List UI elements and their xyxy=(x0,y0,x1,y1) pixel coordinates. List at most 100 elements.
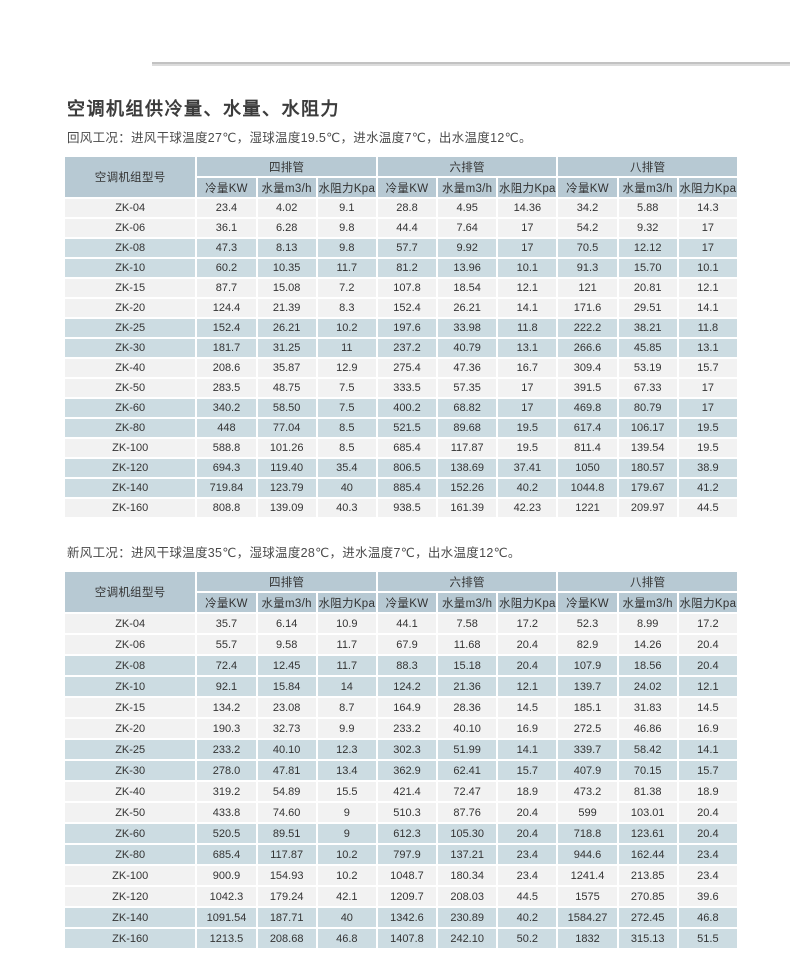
measure-header: 冷量KW xyxy=(377,593,437,612)
value-cell: 44.5 xyxy=(498,887,557,906)
value-cell: 119.40 xyxy=(257,459,316,477)
value-cell: 4.02 xyxy=(257,199,316,217)
value-cell: 9.9 xyxy=(317,719,376,738)
value-cell: 101.26 xyxy=(257,439,316,457)
measure-header: 水量m3/h xyxy=(618,178,677,197)
table-row: ZK-15 134.2 23.08 8.7 164.9 28.36 14.5 185.1 31.… xyxy=(65,698,737,717)
table-row: ZK-30 181.7 31.25 11 237.2 40.79 13.1 266.6 45.8… xyxy=(65,339,737,357)
table-row: ZK-60 520.5 89.51 9 612.3 105.30 20.4 718.8 123.… xyxy=(65,824,737,843)
measure-header: 水量m3/h xyxy=(257,593,316,612)
model-cell: ZK-15 xyxy=(65,698,196,717)
value-cell: 10.2 xyxy=(317,866,376,885)
value-cell: 7.5 xyxy=(317,399,376,417)
value-cell: 340.2 xyxy=(197,399,256,417)
value-cell: 48.75 xyxy=(257,379,316,397)
value-cell: 89.51 xyxy=(257,824,316,843)
value-cell: 17.2 xyxy=(678,614,737,633)
value-cell: 53.19 xyxy=(618,359,677,377)
table-row: ZK-80 685.4 117.87 10.2 797.9 137.21 23.4 944.6… xyxy=(65,845,737,864)
value-cell: 46.8 xyxy=(317,929,376,948)
value-cell: 13.4 xyxy=(317,761,376,780)
value-cell: 161.39 xyxy=(438,499,497,517)
value-cell: 17 xyxy=(498,239,557,257)
table-row: ZK-120 1042.3 179.24 42.1 1209.7 208.03 44.5 15… xyxy=(65,887,737,906)
value-cell: 50.2 xyxy=(498,929,557,948)
value-cell: 44.5 xyxy=(678,499,737,517)
value-cell: 162.44 xyxy=(618,845,677,864)
value-cell: 60.2 xyxy=(197,259,256,277)
table-row: ZK-40 208.6 35.87 12.9 275.4 47.36 16.7 309.4 53… xyxy=(65,359,737,377)
value-cell: 12.1 xyxy=(678,677,737,696)
return-air-section: 回风工况：进风干球温度27℃，湿球温度19.5℃，进水温度7℃，出水温度12℃。… xyxy=(65,130,741,519)
value-cell: 208.6 xyxy=(197,359,256,377)
value-cell: 139.54 xyxy=(618,439,677,457)
value-cell: 1584.27 xyxy=(558,908,617,927)
model-cell: ZK-40 xyxy=(65,359,196,377)
model-cell: ZK-08 xyxy=(65,656,196,675)
value-cell: 117.87 xyxy=(257,845,316,864)
table-row: ZK-04 23.4 4.02 9.1 28.8 4.95 14.36 34.2 5.88 14.… xyxy=(65,199,737,217)
table-row: ZK-10 60.2 10.35 11.7 81.2 13.96 10.1 91.3 15.70… xyxy=(65,259,737,277)
model-cell: ZK-120 xyxy=(65,459,196,477)
value-cell: 47.81 xyxy=(257,761,316,780)
value-cell: 1241.4 xyxy=(558,866,617,885)
table-row: ZK-08 72.4 12.45 11.7 88.3 15.18 20.4 107.9 18.5… xyxy=(65,656,737,675)
value-cell: 407.9 xyxy=(558,761,617,780)
value-cell: 16.7 xyxy=(498,359,557,377)
value-cell: 31.83 xyxy=(618,698,677,717)
value-cell: 9.32 xyxy=(618,219,677,237)
value-cell: 23.4 xyxy=(678,845,737,864)
fresh-air-section: 新风工况：进风干球温度35℃，湿球温度28℃，进水温度7℃，出水温度12℃。 空… xyxy=(65,545,741,950)
value-cell: 8.7 xyxy=(317,698,376,717)
value-cell: 400.2 xyxy=(377,399,437,417)
model-cell: ZK-80 xyxy=(65,419,196,437)
table-row: ZK-08 47.3 8.13 9.8 57.7 9.92 17 70.5 12.12 17 xyxy=(65,239,737,257)
value-cell: 190.3 xyxy=(197,719,256,738)
value-cell: 39.6 xyxy=(678,887,737,906)
value-cell: 6.28 xyxy=(257,219,316,237)
value-cell: 520.5 xyxy=(197,824,256,843)
measure-header: 冷量KW xyxy=(197,593,256,612)
model-cell: ZK-40 xyxy=(65,782,196,801)
value-cell: 40.10 xyxy=(257,740,316,759)
value-cell: 19.5 xyxy=(678,419,737,437)
value-cell: 35.4 xyxy=(317,459,376,477)
value-cell: 70.15 xyxy=(618,761,677,780)
value-cell: 1209.7 xyxy=(377,887,437,906)
value-cell: 20.4 xyxy=(678,635,737,654)
model-cell: ZK-08 xyxy=(65,239,196,257)
value-cell: 448 xyxy=(197,419,256,437)
value-cell: 51.99 xyxy=(438,740,497,759)
value-cell: 14.5 xyxy=(498,698,557,717)
measure-header: 冷量KW xyxy=(558,178,617,197)
value-cell: 9.8 xyxy=(317,239,376,257)
value-cell: 1342.6 xyxy=(377,908,437,927)
value-cell: 33.98 xyxy=(438,319,497,337)
value-cell: 37.41 xyxy=(498,459,557,477)
value-cell: 17 xyxy=(498,399,557,417)
value-cell: 8.99 xyxy=(618,614,677,633)
value-cell: 14.1 xyxy=(498,299,557,317)
model-column-header: 空调机组型号 xyxy=(65,157,196,197)
group-header: 四排管 xyxy=(197,157,376,176)
model-cell: ZK-140 xyxy=(65,908,196,927)
value-cell: 938.5 xyxy=(377,499,437,517)
measure-header: 冷量KW xyxy=(377,178,437,197)
value-cell: 42.23 xyxy=(498,499,557,517)
value-cell: 10.2 xyxy=(317,845,376,864)
value-cell: 124.2 xyxy=(377,677,437,696)
value-cell: 17 xyxy=(498,379,557,397)
value-cell: 74.60 xyxy=(257,803,316,822)
model-cell: ZK-10 xyxy=(65,677,196,696)
measure-header: 冷量KW xyxy=(558,593,617,612)
value-cell: 46.86 xyxy=(618,719,677,738)
value-cell: 40 xyxy=(317,479,376,497)
value-cell: 275.4 xyxy=(377,359,437,377)
value-cell: 719.84 xyxy=(197,479,256,497)
value-cell: 123.61 xyxy=(618,824,677,843)
value-cell: 15.84 xyxy=(257,677,316,696)
value-cell: 11.7 xyxy=(317,259,376,277)
value-cell: 181.7 xyxy=(197,339,256,357)
value-cell: 26.21 xyxy=(438,299,497,317)
group-header: 六排管 xyxy=(377,572,557,591)
